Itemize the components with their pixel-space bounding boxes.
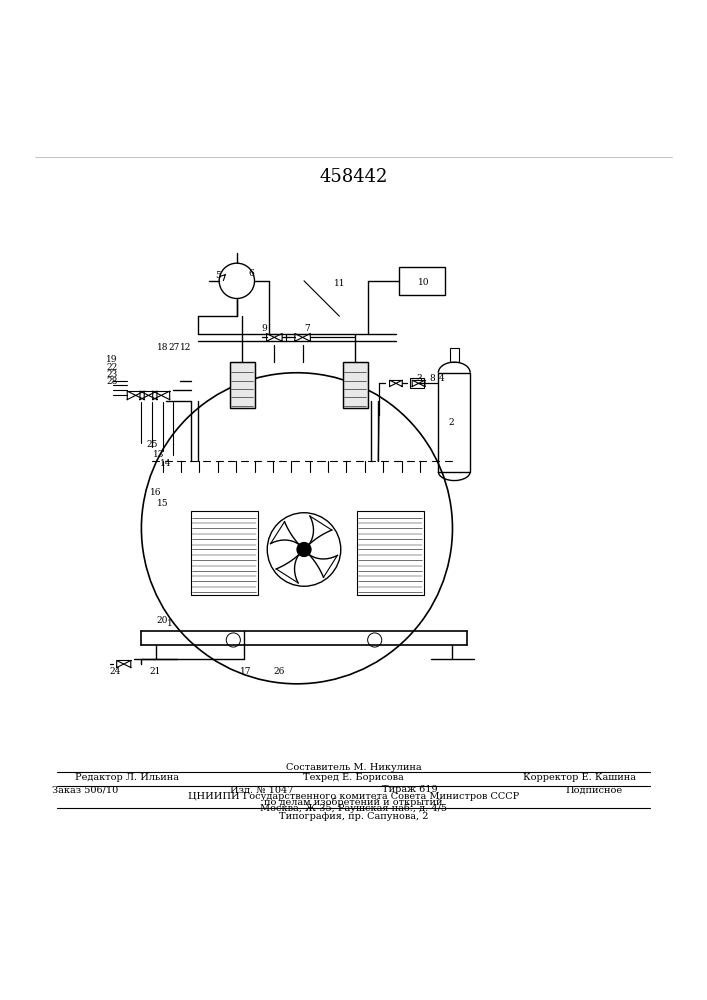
Bar — [410, 378, 424, 388]
Text: 19: 19 — [106, 355, 117, 364]
Text: 11: 11 — [334, 279, 345, 288]
Text: 15: 15 — [157, 499, 168, 508]
Bar — [191, 511, 258, 595]
Bar — [343, 362, 368, 408]
Text: 2: 2 — [448, 418, 454, 427]
Text: 21: 21 — [150, 667, 161, 676]
Text: 4: 4 — [439, 374, 445, 383]
Text: 17: 17 — [240, 667, 251, 676]
Bar — [450, 348, 459, 362]
Text: 3: 3 — [416, 374, 422, 383]
Bar — [399, 267, 445, 295]
Bar — [357, 511, 424, 595]
Bar — [438, 373, 470, 472]
Text: Техред Е. Борисова: Техред Е. Борисова — [303, 773, 404, 782]
Text: Корректор Е. Кашина: Корректор Е. Кашина — [523, 773, 636, 782]
Text: 24: 24 — [110, 667, 121, 676]
Text: 28: 28 — [106, 377, 117, 386]
Text: 7: 7 — [304, 324, 310, 333]
Text: 13: 13 — [153, 450, 165, 459]
Text: 14: 14 — [160, 459, 171, 468]
Text: Подписное: Подписное — [566, 785, 622, 794]
Text: 22: 22 — [106, 363, 117, 372]
Text: Изд. № 1047: Изд. № 1047 — [230, 785, 293, 794]
Text: 9: 9 — [262, 324, 267, 333]
Text: 26: 26 — [274, 667, 285, 676]
Text: 1: 1 — [167, 619, 173, 628]
Bar — [343, 362, 368, 408]
Text: Редактор Л. Ильина: Редактор Л. Ильина — [75, 773, 180, 782]
Text: Тираж 619: Тираж 619 — [382, 785, 438, 794]
Text: по делам изобретений и открытий: по делам изобретений и открытий — [264, 798, 443, 807]
Text: 458442: 458442 — [320, 168, 387, 186]
Bar — [230, 362, 255, 408]
Text: 18: 18 — [157, 343, 168, 352]
Text: Москва, Ж-35, Раушская наб., д. 4/5: Москва, Ж-35, Раушская наб., д. 4/5 — [260, 804, 447, 813]
Text: Составитель М. Никулина: Составитель М. Никулина — [286, 763, 421, 772]
Circle shape — [297, 542, 311, 557]
Text: Типография, пр. Сапунова, 2: Типография, пр. Сапунова, 2 — [279, 812, 428, 821]
Text: 23: 23 — [106, 370, 117, 379]
Text: Заказ 506/10: Заказ 506/10 — [52, 785, 118, 794]
Bar — [230, 362, 255, 408]
Text: 10: 10 — [419, 278, 430, 287]
Text: ЦНИИПИ Государственного комитета Совета Министров СССР: ЦНИИПИ Государственного комитета Совета … — [188, 792, 519, 801]
Text: 5: 5 — [215, 271, 221, 280]
Text: 25: 25 — [146, 440, 158, 449]
Text: 6: 6 — [248, 269, 254, 278]
Text: 12: 12 — [180, 343, 191, 352]
Text: 27: 27 — [168, 343, 180, 352]
Text: 20: 20 — [157, 616, 168, 625]
Text: 16: 16 — [150, 488, 161, 497]
Text: 8: 8 — [430, 374, 436, 383]
